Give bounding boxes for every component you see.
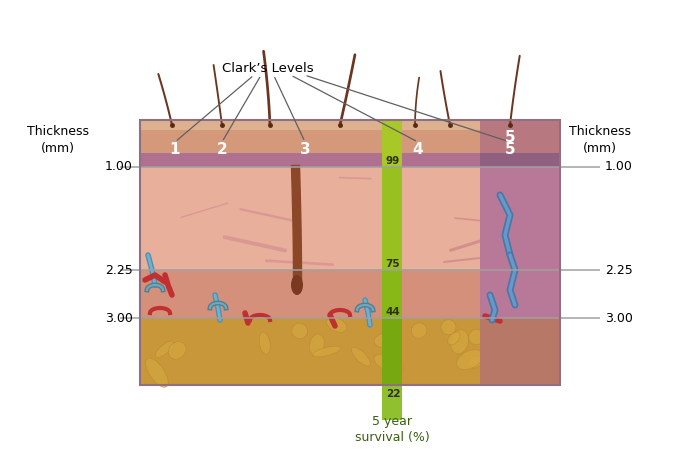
Bar bbox=[480, 120, 560, 165]
Text: 3: 3 bbox=[300, 143, 310, 158]
Ellipse shape bbox=[299, 334, 313, 346]
Bar bbox=[480, 318, 560, 385]
Bar bbox=[382, 385, 402, 420]
Bar bbox=[382, 120, 402, 167]
Text: 99: 99 bbox=[386, 156, 400, 166]
Ellipse shape bbox=[238, 356, 254, 375]
Text: 5 year
survival (%): 5 year survival (%) bbox=[354, 415, 429, 444]
Text: 5: 5 bbox=[505, 143, 515, 158]
Ellipse shape bbox=[274, 354, 283, 373]
Ellipse shape bbox=[148, 365, 172, 383]
Bar bbox=[140, 153, 560, 167]
Text: 3.00: 3.00 bbox=[605, 311, 633, 325]
Text: 2.25: 2.25 bbox=[105, 263, 133, 276]
Bar bbox=[382, 270, 402, 318]
Text: 75: 75 bbox=[385, 259, 400, 269]
Bar bbox=[382, 167, 402, 270]
Bar bbox=[382, 318, 402, 385]
Text: Clark’s Levels: Clark’s Levels bbox=[222, 61, 314, 74]
Bar bbox=[140, 167, 560, 270]
Text: 5: 5 bbox=[505, 130, 515, 145]
Ellipse shape bbox=[358, 362, 374, 380]
Ellipse shape bbox=[389, 330, 403, 348]
Ellipse shape bbox=[175, 332, 209, 347]
Text: Thickness
(mm): Thickness (mm) bbox=[569, 125, 631, 155]
Text: 1: 1 bbox=[169, 143, 180, 158]
Bar bbox=[480, 153, 560, 167]
Text: Thickness
(mm): Thickness (mm) bbox=[27, 125, 89, 155]
Bar bbox=[140, 270, 560, 318]
Text: 1.00: 1.00 bbox=[605, 161, 633, 173]
Ellipse shape bbox=[295, 363, 319, 383]
Ellipse shape bbox=[291, 275, 303, 295]
Text: 2.25: 2.25 bbox=[605, 263, 632, 276]
Text: 1.00: 1.00 bbox=[105, 161, 133, 173]
Ellipse shape bbox=[252, 310, 267, 339]
Ellipse shape bbox=[330, 351, 351, 368]
Ellipse shape bbox=[210, 353, 237, 375]
Text: 3.00: 3.00 bbox=[105, 311, 133, 325]
Ellipse shape bbox=[282, 355, 301, 385]
Ellipse shape bbox=[156, 349, 176, 377]
Bar bbox=[140, 120, 560, 165]
Bar bbox=[140, 318, 560, 385]
Bar bbox=[480, 120, 560, 385]
Text: 22: 22 bbox=[385, 389, 400, 399]
Ellipse shape bbox=[395, 340, 414, 352]
Ellipse shape bbox=[502, 313, 518, 343]
Ellipse shape bbox=[419, 326, 438, 345]
Text: 44: 44 bbox=[385, 307, 400, 317]
Text: 2: 2 bbox=[217, 143, 227, 158]
Bar bbox=[140, 120, 560, 385]
Text: 4: 4 bbox=[412, 143, 423, 158]
Ellipse shape bbox=[286, 353, 304, 369]
Ellipse shape bbox=[352, 361, 367, 376]
Bar bbox=[140, 120, 560, 130]
Ellipse shape bbox=[401, 351, 416, 370]
Ellipse shape bbox=[443, 357, 454, 375]
